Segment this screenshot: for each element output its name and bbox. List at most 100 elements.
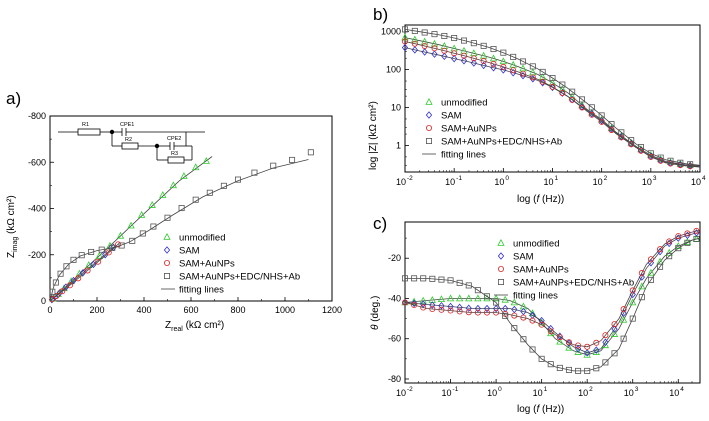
data-point-c — [547, 328, 554, 335]
data-point-a — [66, 282, 73, 289]
data-point-b — [520, 70, 527, 77]
data-point-c — [492, 304, 500, 313]
data-point-c — [593, 339, 600, 346]
data-point-c — [438, 276, 445, 283]
legend-marker-b — [425, 111, 433, 119]
data-point-b — [549, 75, 556, 82]
data-point-a — [78, 252, 85, 259]
data-point-c — [619, 315, 628, 323]
data-point-a — [63, 263, 70, 270]
data-point-c — [584, 367, 591, 374]
data-point-c — [474, 294, 482, 302]
data-point-c — [538, 321, 545, 328]
x-tick-exponent-b: 1 — [555, 175, 559, 182]
data-point-c — [420, 275, 427, 282]
data-point-a — [169, 181, 178, 189]
data-point-b — [588, 111, 595, 118]
legend-label-a: unmodified — [179, 233, 225, 244]
data-point-c — [647, 256, 654, 263]
data-point-a — [75, 275, 82, 282]
data-point-c — [611, 350, 618, 357]
data-point-b — [529, 74, 536, 81]
legend-marker-a — [163, 232, 171, 240]
legend-marker-b — [425, 97, 433, 105]
data-point-c — [593, 346, 600, 354]
circuit-label-cpe2: CPE2 — [167, 136, 181, 142]
data-point-c — [593, 365, 600, 372]
legend-label-b: SAM+AuNPs — [441, 124, 497, 135]
legend-marker-c — [497, 238, 505, 246]
data-point-c — [456, 279, 463, 286]
legend-marker-c — [497, 252, 505, 260]
x-tick-exponent-b: 2 — [604, 175, 608, 182]
circuit-label-cpe1: CPE1 — [120, 122, 134, 128]
x-tick-label-b: 10 — [593, 177, 603, 187]
data-point-c — [447, 277, 454, 284]
fit-line-c — [405, 237, 701, 372]
data-point-a — [49, 288, 56, 295]
data-point-b — [401, 43, 409, 52]
data-point-a — [206, 189, 213, 196]
data-point-b — [588, 104, 595, 111]
data-point-c — [411, 275, 418, 282]
data-point-c — [602, 332, 609, 339]
data-point-c — [538, 316, 545, 325]
x-tick-exponent-b: -1 — [456, 175, 462, 182]
data-point-c — [410, 297, 418, 305]
data-point-b — [401, 38, 408, 45]
data-point-a — [105, 249, 112, 256]
y-tick-label-b: 10 — [391, 103, 401, 113]
data-point-c — [629, 287, 636, 294]
data-point-b — [421, 29, 428, 36]
legend-label-c: unmodified — [513, 239, 559, 250]
data-point-c — [493, 299, 500, 306]
fit-line-c — [404, 229, 701, 348]
data-point-c — [437, 295, 446, 303]
data-point-b — [500, 63, 507, 70]
data-point-c — [556, 337, 564, 345]
data-point-c — [565, 339, 572, 346]
legend-label-c: fitting lines — [513, 291, 558, 302]
data-point-a — [88, 248, 95, 255]
data-point-c — [629, 315, 636, 322]
circuit-label-r3: R3 — [171, 151, 178, 157]
resistor-r3 — [167, 156, 185, 164]
data-point-b — [549, 83, 556, 90]
data-point-a — [52, 279, 59, 286]
legend-marker-a — [163, 246, 171, 254]
data-point-c — [693, 235, 700, 242]
data-point-c — [438, 306, 445, 313]
data-point-b — [490, 64, 497, 72]
data-point-c — [410, 299, 418, 308]
data-point-b — [529, 63, 536, 70]
legend-label-a: SAM+AuNPs — [179, 259, 235, 270]
data-point-b — [490, 60, 497, 67]
data-point-c — [556, 364, 563, 371]
data-point-b — [618, 129, 625, 136]
data-point-a — [307, 149, 314, 156]
y-axis-title-a: Zimag (kΩ cm²) — [6, 195, 19, 258]
data-point-a — [98, 246, 105, 253]
data-point-b — [430, 39, 439, 47]
data-point-c — [693, 227, 700, 234]
data-point-b — [441, 32, 448, 39]
data-point-c — [511, 312, 518, 319]
data-point-b — [460, 57, 468, 65]
resistor-r2 — [121, 142, 139, 150]
data-point-c — [666, 238, 673, 245]
data-point-c — [429, 301, 436, 309]
x-tick-label-c: 10 — [578, 388, 588, 398]
panel-a-nyquist: a) 0 200 400 600 800 1000 1200 0 -200 -400 -600 -800… — [6, 89, 342, 333]
legend-label-a: SAM+AuNPs+EDC/NHS+Ab — [179, 272, 300, 283]
data-point-c — [565, 339, 573, 347]
data-point-b — [480, 58, 487, 65]
data-point-b — [451, 35, 458, 42]
legend-marker-c — [497, 265, 504, 272]
series-b-3 — [401, 26, 701, 168]
legend-label-c: SAM — [513, 252, 534, 263]
data-point-a — [95, 251, 104, 259]
y-tick-label-a: -200 — [28, 250, 46, 260]
data-point-c — [420, 304, 427, 311]
data-point-b — [421, 48, 428, 56]
